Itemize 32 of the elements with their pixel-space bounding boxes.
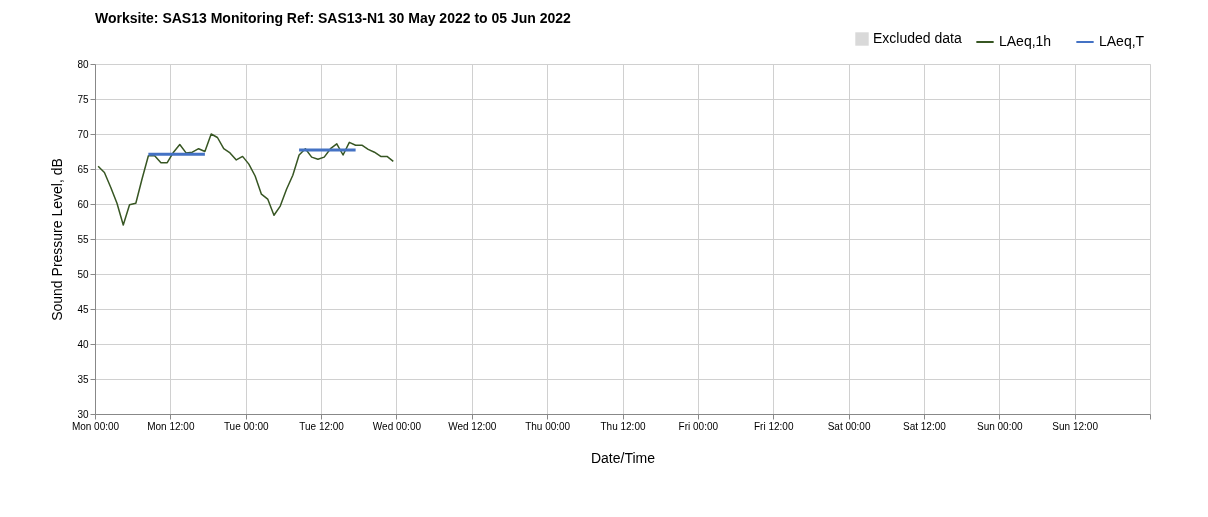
y-tick-label: 35 xyxy=(77,373,89,385)
legend-label: LAeq,1h xyxy=(999,33,1052,49)
legend-label: LAeq,T xyxy=(1099,33,1145,49)
y-tick-label: 80 xyxy=(77,58,89,70)
y-tick-label: 50 xyxy=(77,268,89,280)
line-series xyxy=(97,133,395,226)
y-tick-label: 60 xyxy=(77,198,89,210)
x-tick-label: Wed 12:00 xyxy=(448,420,497,432)
x-tick-label: Thu 12:00 xyxy=(600,420,646,432)
x-axis-title: Date/Time xyxy=(590,449,656,466)
x-tick-label: Mon 12:00 xyxy=(147,420,195,432)
x-tick-label: Thu 00:00 xyxy=(525,420,571,432)
x-tick-label: Sun 00:00 xyxy=(976,420,1024,432)
x-tick-label: Sat 00:00 xyxy=(827,420,871,432)
x-tick-label: Fri 00:00 xyxy=(678,420,719,432)
y-tick-label: 45 xyxy=(77,303,89,315)
x-tick-label: Mon 00:00 xyxy=(71,420,120,432)
x-tick-label: Tue 00:00 xyxy=(223,420,269,432)
y-tick-label: 40 xyxy=(77,338,89,350)
x-tick-label: Sat 12:00 xyxy=(903,420,947,432)
x-tick-label: Sun 12:00 xyxy=(1052,420,1099,432)
x-tick-label: Wed 00:00 xyxy=(372,420,422,432)
legend-label: Excluded data xyxy=(873,30,962,46)
chart-title: Worksite: SAS13 Monitoring Ref: SAS13-N1 30 May 2022 to 05 Jun 2022 xyxy=(95,10,572,26)
y-axis-title: Sound Pressure Level, dB xyxy=(49,158,66,321)
y-tick-label: 30 xyxy=(77,408,89,420)
x-tick-label: Tue 12:00 xyxy=(299,420,345,432)
x-tick-label: Fri 12:00 xyxy=(753,420,794,432)
y-tick-label: 55 xyxy=(77,233,89,245)
y-tick-label: 75 xyxy=(77,93,89,105)
y-tick-label: 70 xyxy=(77,128,89,140)
y-tick-label: 65 xyxy=(77,163,89,175)
